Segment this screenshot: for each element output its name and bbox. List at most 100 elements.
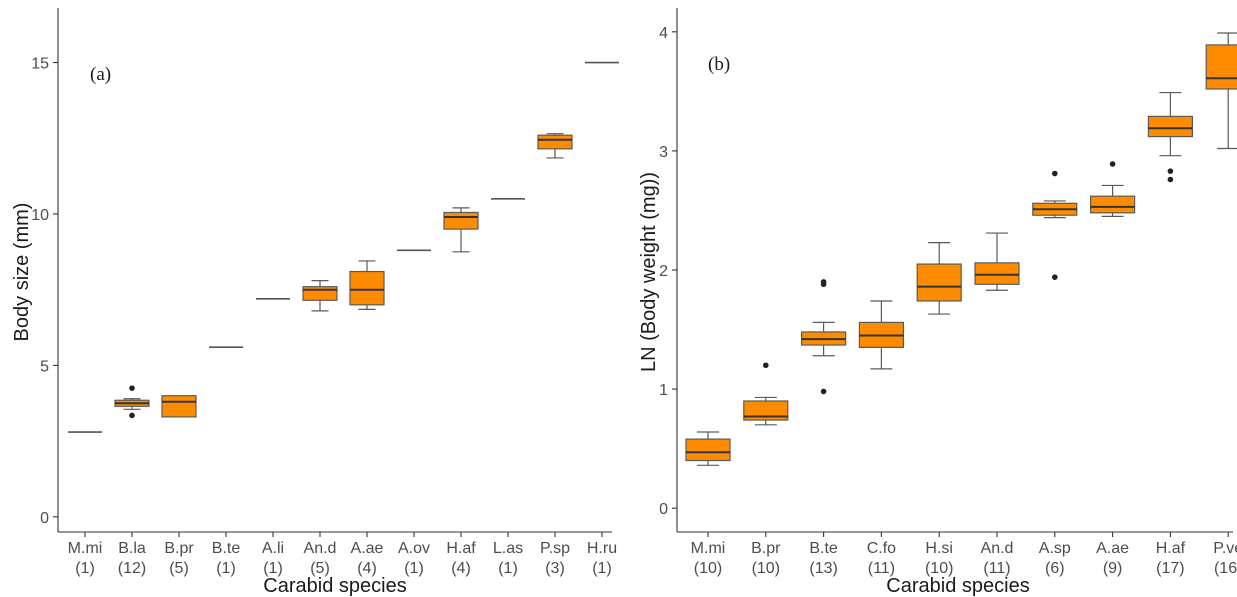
panel-a-sample-count: (12): [118, 560, 146, 577]
box-plot-b-pr: [743, 362, 789, 426]
panel-a-x-tick-label: H.ru: [587, 540, 617, 557]
panel-a-boxes: [68, 61, 619, 433]
outlier-point: [1109, 161, 1116, 167]
panel-a-y-tick-label: 15: [31, 56, 49, 73]
panel-a-sample-count: (1): [592, 560, 612, 577]
outlier-point: [129, 385, 135, 391]
panel-a-x-tick-label: H.af: [446, 540, 476, 557]
panel-a-x-axis-title: Carabid species: [263, 575, 406, 597]
iqr-box: [1089, 195, 1136, 214]
box-plot-an-d: [974, 232, 1020, 291]
box-plot-h-si: [916, 242, 962, 315]
panel-b-y-axis-title: LN (Body weight (mg)): [638, 172, 660, 372]
outlier-point: [820, 281, 827, 288]
panel-a-sample-count: (4): [451, 560, 471, 577]
outlier-point: [1167, 168, 1174, 174]
panel-b-sample-count: (9): [1103, 560, 1123, 577]
panel-a-sample-count: (3): [545, 560, 565, 577]
panel-a-x-tick-label: P.sp: [540, 540, 570, 557]
panel-a-x-tick-label: A.ae: [351, 540, 384, 557]
panel-b-axes: 0 1 2 3 4 M.mi (10) B.pr (10) B.te (13) C.fo (11) H.s…: [659, 8, 1237, 577]
panel-a-sample-count: (1): [75, 560, 95, 577]
panel-a-x-tick-label: B.pr: [164, 540, 194, 557]
panel-b-sample-count: (11): [983, 560, 1010, 577]
box-plot-b-pr: [161, 395, 197, 418]
panel-b-sample-count: (16): [1214, 560, 1237, 577]
panel-b-x-tick-label: A.ae: [1096, 540, 1129, 557]
panel-a-label: (a): [90, 64, 111, 85]
box-plot-an-d: [302, 280, 338, 312]
iqr-box: [685, 438, 731, 462]
box-plot-h-af: [443, 207, 479, 253]
panel-a-sample-count: (5): [310, 560, 330, 577]
panel-b-boxes: [685, 32, 1237, 466]
panel-b-sample-count: (6): [1045, 560, 1065, 577]
panel-b-x-tick-label: C.fo: [867, 540, 896, 557]
iqr-box: [974, 262, 1020, 285]
iqr-box: [349, 270, 385, 306]
panel-b-sample-count: (17): [1156, 560, 1184, 577]
box-plot-a-ae: [1089, 161, 1136, 218]
outlier-point: [129, 412, 135, 419]
panel-b-x-tick-label: H.si: [925, 540, 953, 557]
panel-b-x-axis-title: Carabid species: [886, 575, 1029, 597]
box-plot-b-te: [800, 279, 847, 395]
panel-a-y-tick-label: 5: [40, 358, 49, 375]
panel-b-y-tick-label: 4: [659, 25, 668, 42]
panel-b-x-tick-label: An.d: [981, 540, 1014, 557]
panel-b-x-tick-label: P.ve: [1213, 540, 1237, 557]
panel-b-sample-count: (10): [752, 560, 780, 577]
panel-b-label: (b): [708, 54, 730, 75]
panel-b-y-tick-label: 3: [659, 144, 668, 161]
panel-a-x-tick-label: B.te: [212, 540, 241, 557]
panel-b-x-tick-label: H.af: [1156, 540, 1186, 557]
panel-b-body-weight: (b) 0 1 2 3 4 M.mi (10) B.pr (10) B.te (13) C.fo (11…: [638, 8, 1237, 597]
panel-a-x-tick-label: B.la: [118, 540, 146, 557]
panel-a-body-size: (a) 0 5 10 15 M.mi (1) B.la (12) B.pr (5) B.te (1) A…: [11, 8, 619, 597]
panel-a-sample-count: (1): [263, 560, 283, 577]
panel-a-x-tick-label: M.mi: [68, 540, 103, 557]
panel-b-x-tick-label: B.pr: [751, 540, 781, 557]
box-plot-b-la: [114, 385, 150, 419]
box-plot-c-fo: [858, 300, 905, 370]
box-plot-h-af: [1147, 91, 1194, 183]
panel-a-y-tick-label: 10: [31, 207, 49, 224]
iqr-box: [1205, 44, 1237, 90]
outlier-point: [1167, 176, 1174, 183]
box-plot-a-ae: [349, 260, 385, 310]
outlier-point: [1052, 170, 1058, 177]
panel-a-sample-count: (4): [357, 560, 377, 577]
iqr-box: [743, 400, 789, 421]
outlier-point: [763, 362, 769, 369]
iqr-box: [443, 211, 479, 230]
panel-a-x-tick-label: An.d: [304, 540, 337, 557]
panel-a-y-tick-label: 0: [40, 510, 49, 527]
panel-a-x-tick-label: L.as: [493, 540, 523, 557]
panel-b-sample-count: (13): [809, 560, 837, 577]
box-plot-m-mi: [685, 431, 731, 466]
panel-b-y-tick-label: 1: [659, 382, 668, 399]
box-plot-p-sp: [537, 133, 573, 159]
panel-b-y-tick-label: 0: [659, 501, 668, 518]
panel-b-x-tick-label: B.te: [809, 540, 838, 557]
panel-b-x-tick-label: A.sp: [1039, 540, 1071, 557]
outlier-point: [820, 388, 827, 395]
iqr-box: [161, 395, 197, 418]
panel-a-sample-count: (5): [169, 560, 189, 577]
panel-b-x-tick-label: M.mi: [691, 540, 726, 557]
panel-b-y-tick-label: 2: [659, 263, 668, 280]
panel-a-sample-count: (1): [498, 560, 518, 577]
box-plot-a-sp: [1032, 170, 1078, 280]
panel-a-x-tick-label: A.ov: [398, 540, 430, 557]
panel-a-y-axis-title: Body size (mm): [11, 203, 33, 342]
iqr-box: [1147, 115, 1194, 138]
iqr-box: [537, 134, 573, 150]
panel-b-sample-count: (10): [925, 560, 953, 577]
panel-a-axes: 0 5 10 15 M.mi (1) B.la (12) B.pr (5) B.te (1) A.li (…: [31, 8, 617, 577]
outlier-point: [1052, 274, 1058, 280]
box-plot-p-ve: [1205, 32, 1237, 150]
panel-a-x-tick-label: A.li: [262, 540, 284, 557]
iqr-box: [916, 263, 962, 302]
panel-b-sample-count: (10): [694, 560, 722, 577]
